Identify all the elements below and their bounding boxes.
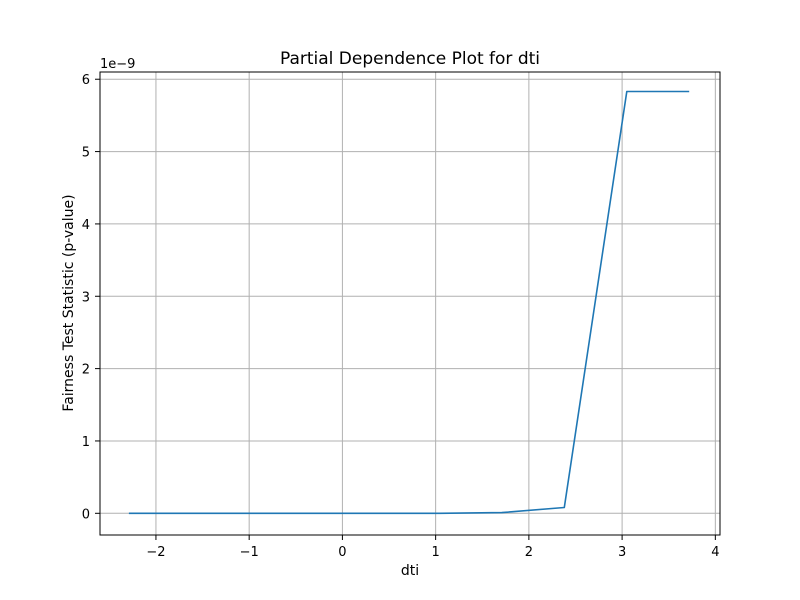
x-tick-label: 4 [711, 545, 719, 560]
x-tick-label: −1 [240, 545, 259, 560]
plot-area-background [100, 72, 720, 535]
y-tick-label: 3 [82, 290, 90, 305]
x-axis-ticks: −2 −1 0 1 2 3 4 [146, 535, 719, 560]
series-line [128, 90, 690, 515]
plot-area-frame [99, 71, 721, 536]
y-tick-label: 4 [82, 218, 90, 233]
x-tick-label: 0 [338, 545, 346, 560]
chart-title: Partial Dependence Plot for dti [280, 49, 540, 69]
y-tick-label: 5 [82, 146, 90, 161]
x-tick-label: 1 [431, 545, 439, 560]
x-tick-label: −2 [146, 545, 165, 560]
y-axis-label: Fairness Test Statistic (p-value) [61, 194, 77, 411]
x-tick-label: 3 [618, 545, 626, 560]
y-axis-ticks: 0 1 2 3 4 5 6 [82, 73, 100, 522]
y-axis-offset-label: 1e−9 [100, 57, 135, 72]
x-tick-label: 2 [525, 545, 533, 560]
y-tick-label: 0 [82, 507, 90, 522]
x-axis-label: dti [401, 563, 419, 579]
y-tick-label: 2 [82, 363, 90, 378]
y-tick-label: 1 [82, 435, 90, 450]
y-tick-label: 6 [82, 73, 90, 88]
series-layer [128, 90, 690, 515]
